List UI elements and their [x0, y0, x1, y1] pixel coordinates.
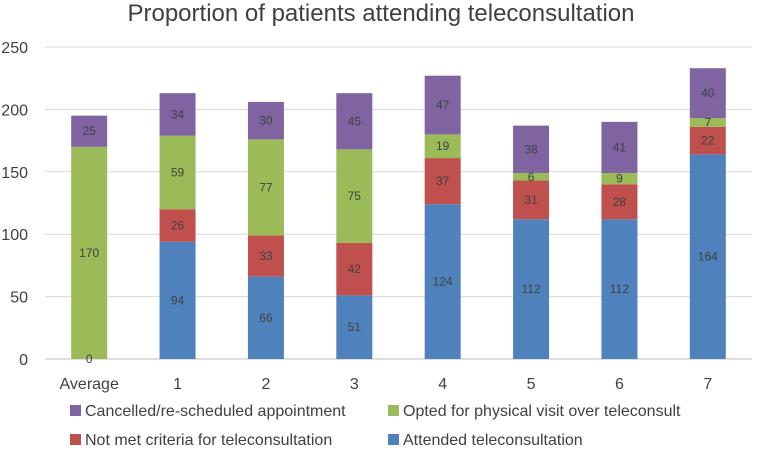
data-label: 45	[348, 114, 362, 128]
y-tick-label: 150	[1, 165, 28, 182]
data-label: 66	[259, 311, 273, 325]
bar-segment	[424, 75, 461, 135]
bar-segment	[159, 93, 196, 136]
x-tick-label: 4	[438, 376, 447, 393]
data-label: 25	[83, 124, 97, 138]
bar-segment	[513, 180, 550, 220]
bar-segment	[71, 146, 108, 359]
bar-segment	[513, 125, 550, 174]
x-tick-label: 7	[703, 376, 712, 393]
data-label: 30	[259, 114, 273, 128]
x-tick-label: 6	[615, 376, 624, 393]
y-tick-label: 100	[1, 227, 28, 244]
data-label: 26	[171, 218, 185, 232]
data-label: 94	[171, 293, 185, 307]
bar-segment	[247, 101, 284, 140]
x-tick-label: Average	[60, 376, 119, 393]
bar-segment	[336, 242, 373, 296]
y-tick-label: 250	[1, 40, 28, 57]
legend-label: Not met criteria for teleconsultation	[85, 432, 332, 449]
bar-segment	[159, 135, 196, 210]
bar-segment	[689, 154, 726, 359]
data-label: 47	[436, 98, 450, 112]
y-tick-label: 50	[10, 290, 28, 307]
data-label: 124	[433, 275, 453, 289]
bar-segment	[601, 121, 638, 174]
data-label: 59	[171, 165, 185, 179]
data-label: 38	[524, 142, 538, 156]
chart-title: Proportion of patients attending telecon…	[127, 0, 634, 27]
bar-segment	[159, 241, 196, 359]
y-tick-label: 0	[19, 352, 28, 369]
legend-label: Opted for physical visit over teleconsul…	[403, 403, 681, 420]
bar-segment	[247, 276, 284, 359]
bar-segment	[689, 68, 726, 119]
data-label: 40	[701, 86, 715, 100]
data-label: 41	[613, 140, 627, 154]
bar-segment	[601, 173, 638, 185]
x-tick-label: 5	[527, 376, 536, 393]
bar-segment	[424, 134, 461, 159]
bar-segment	[336, 149, 373, 243]
data-label: 33	[259, 249, 273, 263]
data-label: 51	[348, 320, 362, 334]
data-label: 112	[610, 282, 629, 296]
data-label: 42	[348, 262, 362, 276]
bar-segment	[247, 139, 284, 236]
bar-segment	[513, 173, 550, 181]
bar-segment	[689, 126, 726, 155]
data-label: 77	[259, 180, 273, 194]
legend-swatch	[388, 405, 399, 416]
bar-segment	[336, 295, 373, 359]
data-label: 28	[613, 195, 627, 209]
data-label: 0	[86, 352, 93, 366]
data-label: 31	[524, 193, 538, 207]
legend-label: Attended teleconsultation	[403, 432, 583, 449]
data-label: 75	[348, 189, 362, 203]
data-label: 164	[698, 250, 718, 264]
x-tick-label: 2	[261, 376, 270, 393]
x-tick-label: 1	[173, 376, 182, 393]
legend-label: Cancelled/re-scheduled appointment	[85, 403, 346, 420]
data-label: 9	[616, 172, 623, 186]
data-label: 170	[79, 246, 99, 260]
bar-segment	[247, 235, 284, 277]
bar-segment	[336, 93, 373, 150]
data-label: 37	[436, 174, 450, 188]
data-label: 7	[704, 116, 711, 130]
bar-segment	[159, 209, 196, 242]
data-label: 34	[171, 107, 185, 121]
x-tick-label: 3	[350, 376, 359, 393]
y-tick-label: 200	[1, 102, 28, 119]
bar-segment	[71, 115, 108, 147]
legend-swatch	[388, 434, 399, 445]
data-label: 112	[521, 282, 540, 296]
data-label: 19	[436, 139, 450, 153]
bar-segment	[601, 184, 638, 220]
bar-segment	[424, 158, 461, 205]
legend-swatch	[70, 434, 81, 445]
bar-segment	[601, 219, 638, 359]
legend-swatch	[70, 405, 81, 416]
bar-segment	[689, 118, 726, 127]
data-label: 22	[701, 134, 715, 148]
data-label: 6	[528, 170, 535, 184]
bar-segment	[424, 204, 461, 359]
bar-segment	[513, 219, 550, 359]
